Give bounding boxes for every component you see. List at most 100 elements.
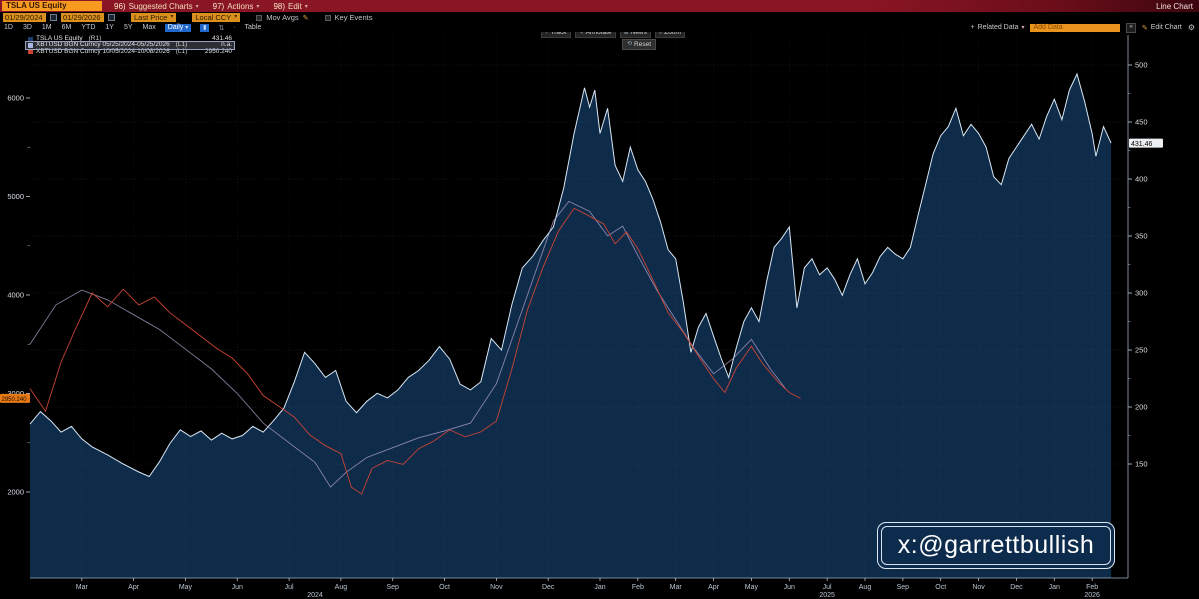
related-data-button[interactable]: + Related Data ▾ <box>971 24 1025 31</box>
svg-text:400: 400 <box>1135 175 1148 184</box>
gear-icon[interactable]: ⚙ <box>1188 23 1195 32</box>
svg-text:2025: 2025 <box>819 592 835 599</box>
svg-text:Oct: Oct <box>935 584 946 591</box>
reset-button[interactable]: ⟲ Reset <box>622 39 656 50</box>
security-ticker[interactable]: TSLA US Equity <box>2 1 102 11</box>
key-events-label: Key Events <box>335 13 373 22</box>
svg-text:Dec: Dec <box>1010 584 1023 591</box>
frequency-value: Daily <box>168 24 184 32</box>
title-bar: TSLA US Equity 96)Suggested Charts▾ 97)Ac… <box>0 0 1199 12</box>
svg-text:2024: 2024 <box>307 592 323 599</box>
range-bar-right: + Related Data ▾ Add Data « ✎ Edit Chart… <box>971 23 1195 33</box>
legend-row[interactable]: XBTUSD BGN Curncy 10/05/2024-10/08/2026(… <box>26 49 234 55</box>
edit-chart-label: Edit Chart <box>1151 24 1182 31</box>
mov-avgs-label: Mov Avgs <box>266 13 298 22</box>
collapse-button[interactable]: « <box>1126 23 1135 33</box>
svg-text:Jan: Jan <box>594 584 605 591</box>
frequency-select[interactable]: Daily ▾ <box>165 24 192 32</box>
menu-bar: 96)Suggested Charts▾97)Actions▾98)Edit▾ <box>114 2 308 11</box>
related-data-label: Related Data <box>978 24 1019 31</box>
reset-label: Reset <box>634 40 651 49</box>
plus-icon: + <box>971 24 975 31</box>
svg-text:Apr: Apr <box>128 584 140 591</box>
svg-text:Sep: Sep <box>897 584 910 591</box>
period-button-6m[interactable]: 6M <box>62 24 72 31</box>
svg-text:431.46: 431.46 <box>1131 141 1153 148</box>
period-button-1m[interactable]: 1M <box>42 24 52 31</box>
reset-icon: ⟲ <box>627 40 632 49</box>
chevron-down-icon: ▾ <box>185 24 188 32</box>
svg-text:200: 200 <box>1135 403 1148 412</box>
svg-text:350: 350 <box>1135 232 1148 241</box>
svg-text:150: 150 <box>1135 460 1148 469</box>
svg-text:Mar: Mar <box>670 584 683 591</box>
chart-legend: TSLA US Equity(R1)431.46XBTUSD BGN Curnc… <box>26 36 234 55</box>
function-name-label: Line Chart <box>1156 2 1193 11</box>
legend-color-chip <box>28 49 33 54</box>
period-button-3d[interactable]: 3D <box>23 24 32 31</box>
table-button[interactable]: Table <box>245 24 262 31</box>
svg-text:Jun: Jun <box>784 584 795 591</box>
pencil-icon[interactable]: ✎ <box>303 14 309 22</box>
chart-type-icon[interactable]: ▮ <box>200 24 209 32</box>
menu-suggested-charts[interactable]: 96)Suggested Charts▾ <box>114 2 199 11</box>
svg-text:6000: 6000 <box>7 94 24 103</box>
svg-text:Oct: Oct <box>439 584 450 591</box>
currency-select[interactable]: Local CCY ▾ <box>192 13 240 22</box>
date-to-input[interactable]: 01/29/2026 <box>61 13 104 22</box>
svg-text:Aug: Aug <box>335 584 348 591</box>
menu-label: Actions <box>227 2 253 11</box>
menu-number: 97) <box>213 2 225 11</box>
svg-text:250: 250 <box>1135 346 1148 355</box>
calendar-icon[interactable] <box>50 14 57 21</box>
chevron-down-icon: ▾ <box>196 3 199 10</box>
period-buttons: 1D 3D 1M 6M YTD 1Y 5Y Max <box>4 24 156 31</box>
svg-text:450: 450 <box>1135 118 1148 127</box>
svg-text:Jun: Jun <box>232 584 243 591</box>
chevron-down-icon: ▾ <box>234 13 237 22</box>
svg-text:Nov: Nov <box>972 584 985 591</box>
currency-value: Local CCY <box>195 13 231 22</box>
date-from-input[interactable]: 01/29/2024 <box>3 13 46 22</box>
svg-text:4000: 4000 <box>7 291 24 300</box>
svg-text:Dec: Dec <box>542 584 555 591</box>
menu-edit[interactable]: 98)Edit▾ <box>273 2 307 11</box>
menu-label: Edit <box>288 2 302 11</box>
sort-icon[interactable]: ⇅ <box>218 24 224 32</box>
svg-text:300: 300 <box>1135 289 1148 298</box>
price-field-select[interactable]: Last Price ▾ <box>131 13 176 22</box>
svg-text:2026: 2026 <box>1084 592 1100 599</box>
edit-chart-button[interactable]: ✎ Edit Chart <box>1142 24 1182 32</box>
range-bar-left: 1D3D1M6MYTD1Y5YMax Daily ▾ ▮ ⇅ · Table <box>4 24 261 32</box>
calendar-icon[interactable] <box>108 14 115 21</box>
period-button-1d[interactable]: 1D <box>4 24 13 31</box>
svg-text:2950.240: 2950.240 <box>2 397 28 403</box>
price-field-value: Last Price <box>134 13 167 22</box>
svg-text:Nov: Nov <box>490 584 503 591</box>
svg-text:May: May <box>179 584 193 591</box>
svg-text:Apr: Apr <box>708 584 720 591</box>
key-events-checkbox[interactable] <box>325 15 331 21</box>
menu-actions[interactable]: 97)Actions▾ <box>213 2 260 11</box>
watermark-text: x:@garrettbullish <box>881 526 1111 565</box>
chart-settings-bar: 01/29/2024 01/29/2026 Last Price ▾ Local… <box>0 12 1199 23</box>
add-data-input[interactable]: Add Data <box>1030 24 1120 32</box>
chart-canvas[interactable]: 1502002503003504004505002000300040005000… <box>0 0 1199 599</box>
mov-avgs-checkbox[interactable] <box>256 15 262 21</box>
period-button-1y[interactable]: 1Y <box>105 24 114 31</box>
legend-color-chip <box>28 37 33 42</box>
svg-text:Jul: Jul <box>823 584 832 591</box>
menu-number: 96) <box>114 2 126 11</box>
chevron-down-icon: ▾ <box>256 3 259 10</box>
period-button-ytd[interactable]: YTD <box>81 24 95 31</box>
menu-number: 98) <box>273 2 285 11</box>
period-button-5y[interactable]: 5Y <box>124 24 133 31</box>
svg-text:May: May <box>745 584 759 591</box>
legend-value: 2950.240 <box>205 49 232 55</box>
svg-text:500: 500 <box>1135 61 1148 70</box>
chevron-down-icon: ▾ <box>1021 24 1024 31</box>
svg-text:Jul: Jul <box>285 584 294 591</box>
period-button-max[interactable]: Max <box>143 24 156 31</box>
chevron-down-icon: ▾ <box>305 3 308 10</box>
svg-text:Feb: Feb <box>1086 584 1098 591</box>
